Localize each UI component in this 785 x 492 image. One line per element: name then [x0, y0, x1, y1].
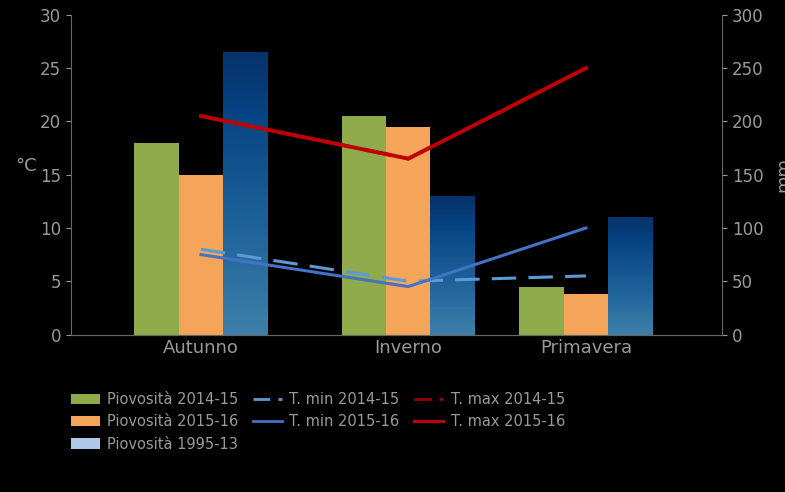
Bar [134, 143, 179, 335]
Y-axis label: mm: mm [775, 157, 785, 192]
Bar [520, 286, 564, 335]
Bar [386, 126, 430, 335]
Bar [179, 175, 223, 335]
Bar [341, 116, 386, 335]
Legend: Piovosità 2014-15, Piovosità 2015-16, Piovosità 1995-13, T. min 2014-15, T. min : Piovosità 2014-15, Piovosità 2015-16, Pi… [71, 392, 565, 452]
Bar [564, 294, 608, 335]
Y-axis label: °C: °C [15, 156, 37, 175]
